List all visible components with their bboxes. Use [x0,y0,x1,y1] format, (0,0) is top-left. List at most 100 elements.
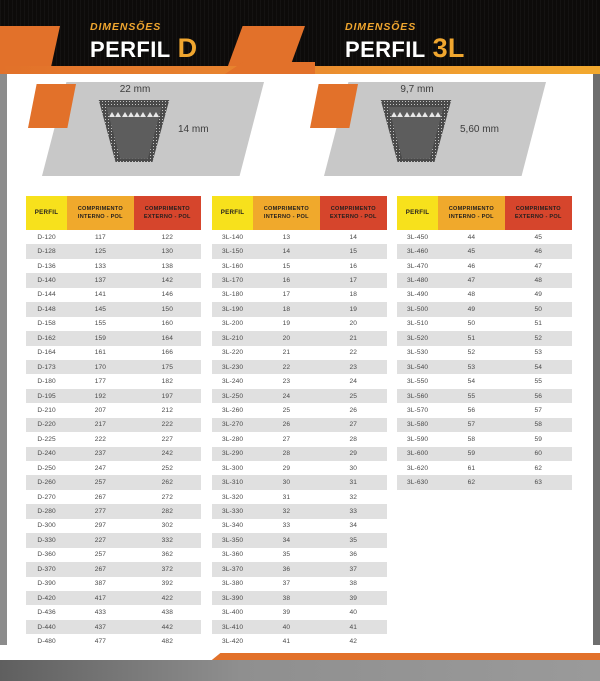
cell-perfil: 3L-210 [212,331,254,346]
table-row: 3L-460 45 46 [397,244,572,259]
table-row: D-436 433 438 [26,605,201,620]
cell-comprimento-externo: 47 [504,258,572,274]
cell-perfil: 3L-340 [212,518,254,534]
cell-comprimento-interno: 22 [253,359,320,375]
table-row: 3L-530 52 53 [397,345,572,360]
cell-comprimento-externo: 272 [133,489,201,505]
table-row: 3L-250 24 25 [212,388,387,404]
cell-comprimento-externo: 26 [319,403,387,418]
cell-comprimento-externo: 18 [319,287,387,303]
cell-perfil: D-128 [26,244,68,259]
cell-comprimento-interno: 417 [67,590,134,606]
cell-comprimento-externo: 52 [504,331,572,346]
table-row: 3L-480 47 48 [397,273,572,288]
cell-perfil: 3L-460 [397,244,439,259]
cell-comprimento-externo: 54 [504,359,572,375]
cell-comprimento-externo: 58 [504,417,572,433]
cell-perfil: 3L-290 [212,446,254,461]
cell-perfil: D-164 [26,345,68,360]
header-perfil-word-d: PERFIL [90,36,171,62]
cell-comprimento-externo: 28 [319,432,387,447]
cell-comprimento-externo: 38 [319,576,387,591]
table-row: D-210 207 212 [26,403,201,418]
table-row: 3L-560 55 56 [397,388,572,404]
diagram-orange-tab-d [28,84,76,128]
interno-line-2: INTERNO - POL [448,214,494,220]
cell-comprimento-externo: 442 [133,619,201,635]
cell-comprimento-interno: 23 [253,374,320,389]
table-row: 3L-330 32 33 [212,504,387,519]
cell-perfil: 3L-450 [397,230,439,245]
cell-comprimento-interno: 16 [253,273,320,288]
cell-comprimento-externo: 252 [133,461,201,476]
cell-comprimento-externo: 422 [133,590,201,606]
table-row: D-162 159 164 [26,331,201,346]
table-row: D-120 117 122 [26,230,201,245]
table-row: D-390 387 392 [26,576,201,591]
table-row: 3L-600 59 60 [397,446,572,461]
cell-comprimento-externo: 31 [319,475,387,490]
cell-comprimento-externo: 15 [319,244,387,259]
externo-line-2: EXTERNO - POL [514,214,562,220]
cell-comprimento-interno: 50 [438,316,505,332]
cell-comprimento-externo: 27 [319,417,387,433]
cell-comprimento-interno: 34 [253,533,320,548]
cell-perfil: D-144 [26,287,68,303]
table-body-d: D-120 117 122 D-128 125 130 D-136 133 138 D-140 13… [26,230,201,678]
cell-comprimento-interno: 47 [438,273,505,288]
cell-comprimento-interno: 46 [438,258,505,274]
cell-comprimento-interno: 227 [67,533,134,548]
cell-comprimento-interno: 51 [438,331,505,346]
cell-comprimento-interno: 161 [67,345,134,360]
table-row: 3L-500 49 50 [397,302,572,317]
cell-comprimento-externo: 182 [133,374,201,389]
cell-comprimento-externo: 32 [319,489,387,505]
cell-comprimento-interno: 57 [438,417,505,433]
cell-comprimento-interno: 267 [67,489,134,505]
cell-comprimento-externo: 59 [504,432,572,447]
cell-comprimento-interno: 192 [67,388,134,404]
cell-comprimento-externo: 222 [133,417,201,433]
table-row: 3L-580 57 58 [397,417,572,433]
cell-perfil: 3L-150 [212,244,254,259]
cell-comprimento-externo: 438 [133,605,201,620]
table-row: 3L-490 48 49 [397,287,572,303]
cell-comprimento-externo: 372 [133,562,201,577]
cell-comprimento-externo: 19 [319,302,387,317]
cell-perfil: 3L-220 [212,345,254,360]
cell-comprimento-interno: 37 [253,576,320,591]
dimension-table-d: PERFIL COMPRIMENTO INTERNO - POL COMPRIM… [26,196,201,678]
cell-perfil: D-436 [26,605,68,620]
externo-line-1: COMPRIMENTO [330,205,376,212]
cell-comprimento-externo: 197 [133,388,201,404]
cell-comprimento-interno: 133 [67,258,134,274]
banner-rule-step [225,62,315,74]
table-row: 3L-390 38 39 [212,590,387,606]
cell-perfil: 3L-530 [397,345,439,360]
externo-line-1: COMPRIMENTO [144,205,190,212]
cell-perfil: 3L-140 [212,230,254,245]
cell-perfil: 3L-490 [397,287,439,303]
header-perfil-word-3l: PERFIL [345,36,426,62]
cell-perfil: 3L-570 [397,403,439,418]
column-header-externo: COMPRIMENTO EXTERNO - POL [133,196,201,230]
table-row: 3L-350 34 35 [212,533,387,548]
cell-perfil: 3L-270 [212,417,254,433]
cell-perfil: D-173 [26,359,68,375]
cell-comprimento-externo: 53 [504,345,572,360]
table-row: D-180 177 182 [26,374,201,389]
cell-comprimento-externo: 37 [319,562,387,577]
cell-comprimento-externo: 55 [504,374,572,389]
cell-comprimento-interno: 159 [67,331,134,346]
cell-comprimento-externo: 30 [319,461,387,476]
table-row: D-260 257 262 [26,475,201,490]
table-row: 3L-190 18 19 [212,302,387,317]
table-body-3l-second: 3L-450 44 45 3L-460 45 46 3L-470 46 47 3L-480 47 48… [397,230,572,490]
table-row: 3L-450 44 45 [397,230,572,245]
cell-perfil: 3L-200 [212,316,254,332]
header-row: PERFIL COMPRIMENTO INTERNO - POL COMPRIM… [26,196,201,230]
cell-comprimento-interno: 39 [253,605,320,620]
cell-comprimento-interno: 247 [67,461,134,476]
cell-perfil: 3L-300 [212,461,254,476]
cell-perfil: 3L-620 [397,461,439,476]
